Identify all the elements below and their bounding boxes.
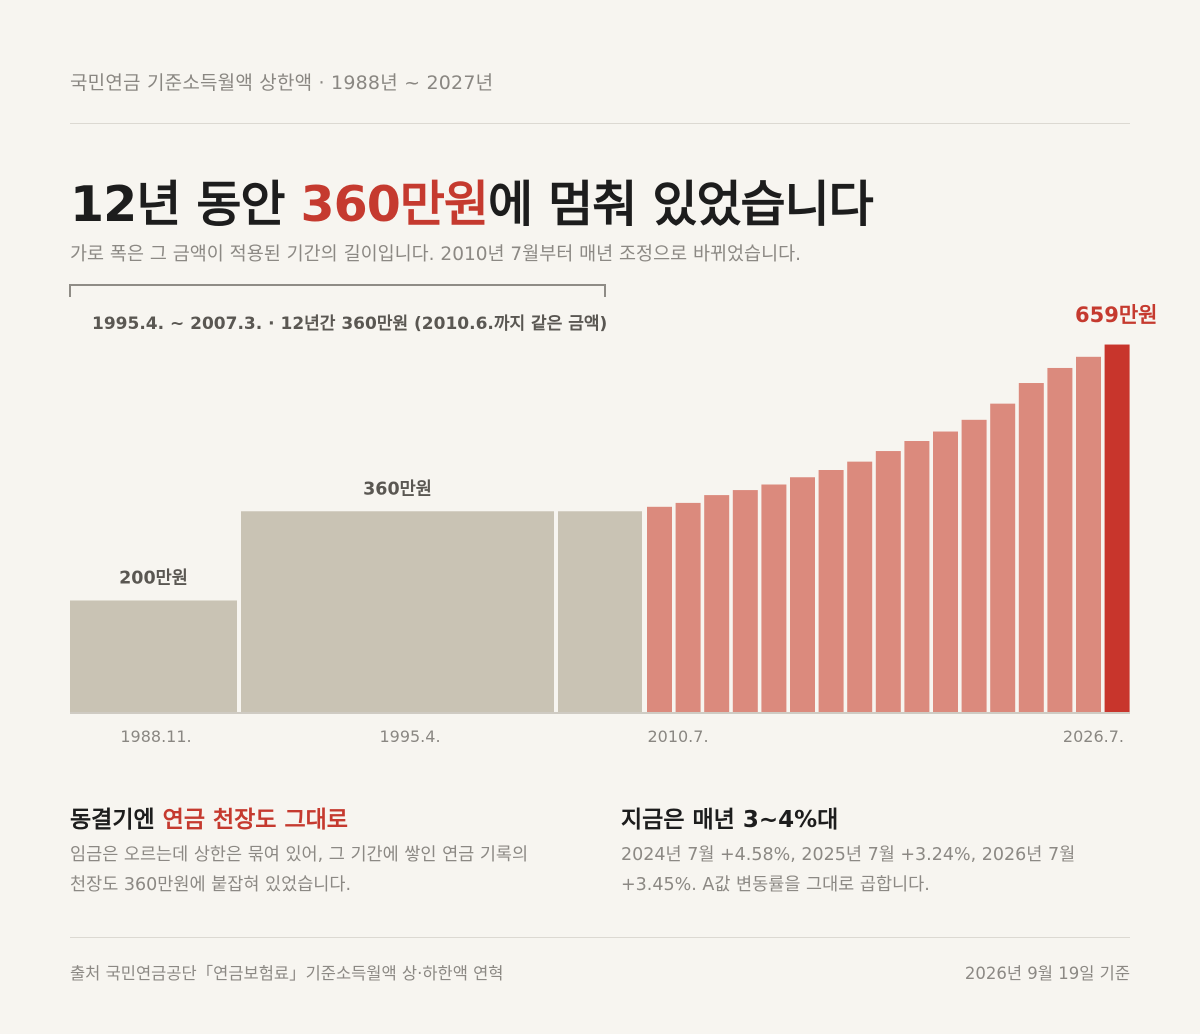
x-tick-2026-7: 2026.7. — [1063, 727, 1124, 746]
bar-2022-7 — [990, 403, 1016, 712]
bracket-label: 1995.4. ~ 2007.3. · 12년간 360만원 (2010.6.까… — [92, 314, 608, 334]
bottom-divider — [70, 937, 1130, 938]
bar-2016-7 — [818, 470, 844, 712]
headline: 12년 동안 360만원에 멈춰 있었습니다 — [70, 165, 874, 236]
panel-title-frozen-pre: 동결기엔 — [70, 807, 163, 833]
footer-source: 출처 국민연금공단「연금보험료」기준소득월액 상·하한액 연혁 — [70, 964, 504, 983]
panel-title-now-pre: 지금은 매년 3~4%대 — [621, 807, 839, 833]
bar-2010-7 — [647, 506, 672, 712]
bar-2023-7 — [1018, 383, 1044, 712]
bar-1995-4 — [241, 511, 554, 712]
bar-2007-4 — [558, 511, 642, 712]
top-divider — [70, 123, 1130, 124]
frozen-bracket — [69, 284, 606, 297]
latest-callout: 659만원 — [1075, 303, 1158, 327]
bar-2018-7 — [875, 451, 901, 712]
bar-value-label-200: 200만원 — [119, 568, 188, 588]
bar-2015-7 — [790, 477, 815, 712]
bar-1988-11 — [70, 600, 237, 712]
x-tick-2010-7: 2010.7. — [647, 727, 708, 746]
panel-body-now: 2024년 7월 +4.58%, 2025년 7월 +3.24%, 2026년 … — [621, 845, 1076, 895]
bar-2024-7 — [1047, 367, 1073, 712]
bar-2017-7 — [847, 461, 873, 712]
x-tick-1995-4: 1995.4. — [379, 727, 440, 746]
x-tick-1988-11: 1988.11. — [120, 727, 191, 746]
bar-2020-7 — [933, 431, 958, 712]
bar-2012-7 — [704, 495, 730, 712]
bar-2019-7 — [904, 441, 930, 712]
panel-body-frozen: 임금은 오르는데 상한은 묶여 있어, 그 기간에 쌓인 연금 기록의 천장도 … — [70, 845, 529, 895]
chart: 200만원 360만원 1988.11. 1995.4. 2010.7. 2026.7. — [69, 284, 1130, 746]
bar-2013-7 — [732, 490, 758, 712]
bar-value-label-360: 360만원 — [363, 479, 432, 499]
kicker: 국민연금 기준소득월액 상한액 · 1988년 ~ 2027년 — [70, 72, 494, 94]
panel-title-frozen: 동결기엔 연금 천장도 그대로 — [70, 800, 348, 834]
panel-title-frozen-highlight: 연금 천장도 그대로 — [162, 807, 348, 833]
bar-2021-7 — [961, 419, 987, 712]
bar-2025-7 — [1076, 356, 1101, 712]
bar-2011-7 — [675, 502, 701, 712]
bar-2014-7 — [761, 484, 787, 712]
footer-date: 2026년 9월 19일 기준 — [964, 964, 1130, 983]
headline-highlight: 360만원 — [300, 176, 489, 233]
headline-pre: 12년 동안 — [70, 176, 301, 233]
headline-post: 에 멈춰 있었습니다 — [488, 176, 874, 233]
bar-2026-7 — [1104, 344, 1130, 712]
subhead: 가로 폭은 그 금액이 적용된 기간의 길이입니다. 2010년 7월부터 매년… — [70, 244, 802, 265]
panel-title-now: 지금은 매년 3~4%대 — [621, 800, 838, 834]
